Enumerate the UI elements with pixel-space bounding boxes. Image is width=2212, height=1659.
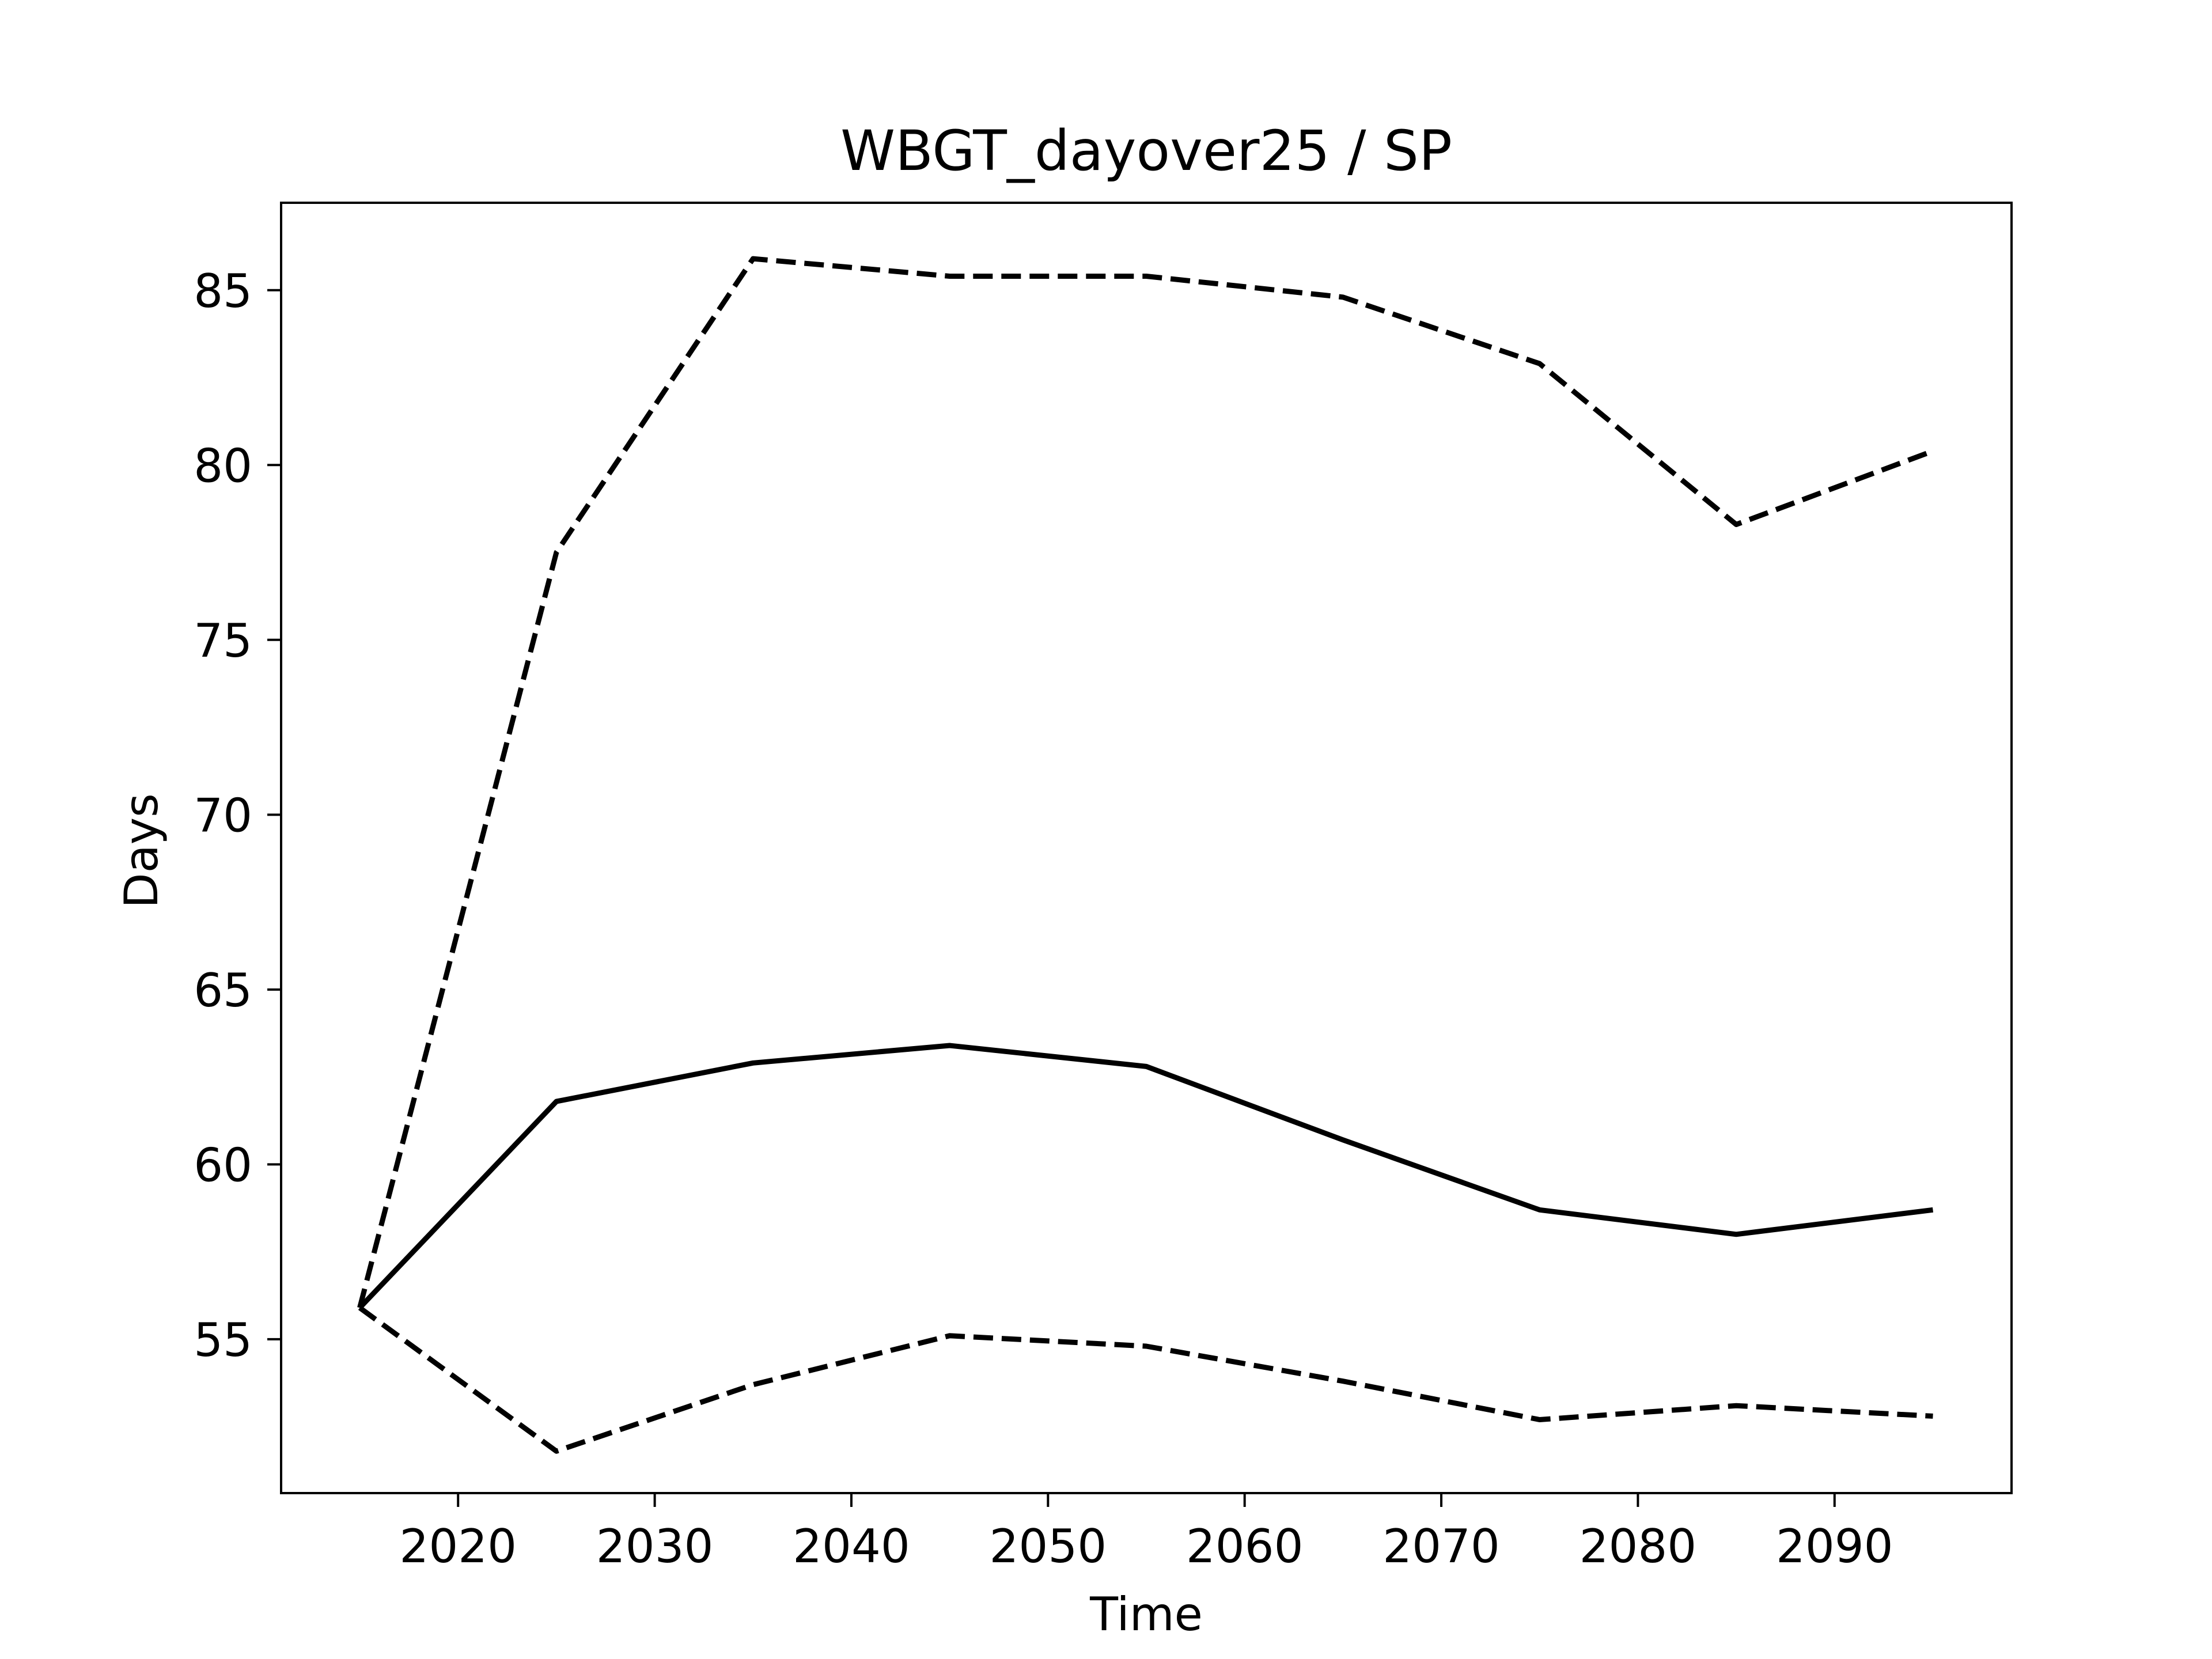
- x-tick-label: 2020: [399, 1520, 517, 1573]
- y-tick-label: 80: [194, 439, 252, 493]
- x-tick-label: 2040: [793, 1520, 910, 1573]
- plot-area: [357, 256, 1934, 1454]
- y-tick-label: 65: [194, 964, 252, 1017]
- x-tick-label: 2090: [1776, 1520, 1893, 1573]
- chart-title: WBGT_dayover25 / SP: [840, 119, 1452, 183]
- y-axis: 55 60 65 70 75 80 85: [194, 264, 281, 1367]
- y-tick-label: 75: [194, 614, 252, 668]
- x-tick-label: 2060: [1186, 1520, 1304, 1573]
- x-tick-label: 2080: [1580, 1520, 1697, 1573]
- y-tick-label: 85: [194, 264, 252, 318]
- y-tick-label: 60: [194, 1138, 252, 1192]
- dashed-series-line-1: [357, 256, 1934, 1309]
- y-tick-label: 55: [194, 1313, 252, 1367]
- x-axis-label: Time: [1089, 1588, 1203, 1641]
- x-tick-label: 2070: [1382, 1520, 1500, 1573]
- x-tick-label: 2030: [596, 1520, 714, 1573]
- solid-series-line-0: [358, 1043, 1934, 1310]
- x-axis: 2020 2030 2040 2050 2060 2070 2080 2090: [399, 1493, 1893, 1573]
- x-tick-label: 2050: [990, 1520, 1107, 1573]
- y-tick-label: 70: [194, 789, 252, 842]
- dashed-series-line-2: [358, 1305, 1933, 1454]
- y-axis-label: Days: [115, 793, 168, 908]
- plot-frame: [280, 202, 2013, 1494]
